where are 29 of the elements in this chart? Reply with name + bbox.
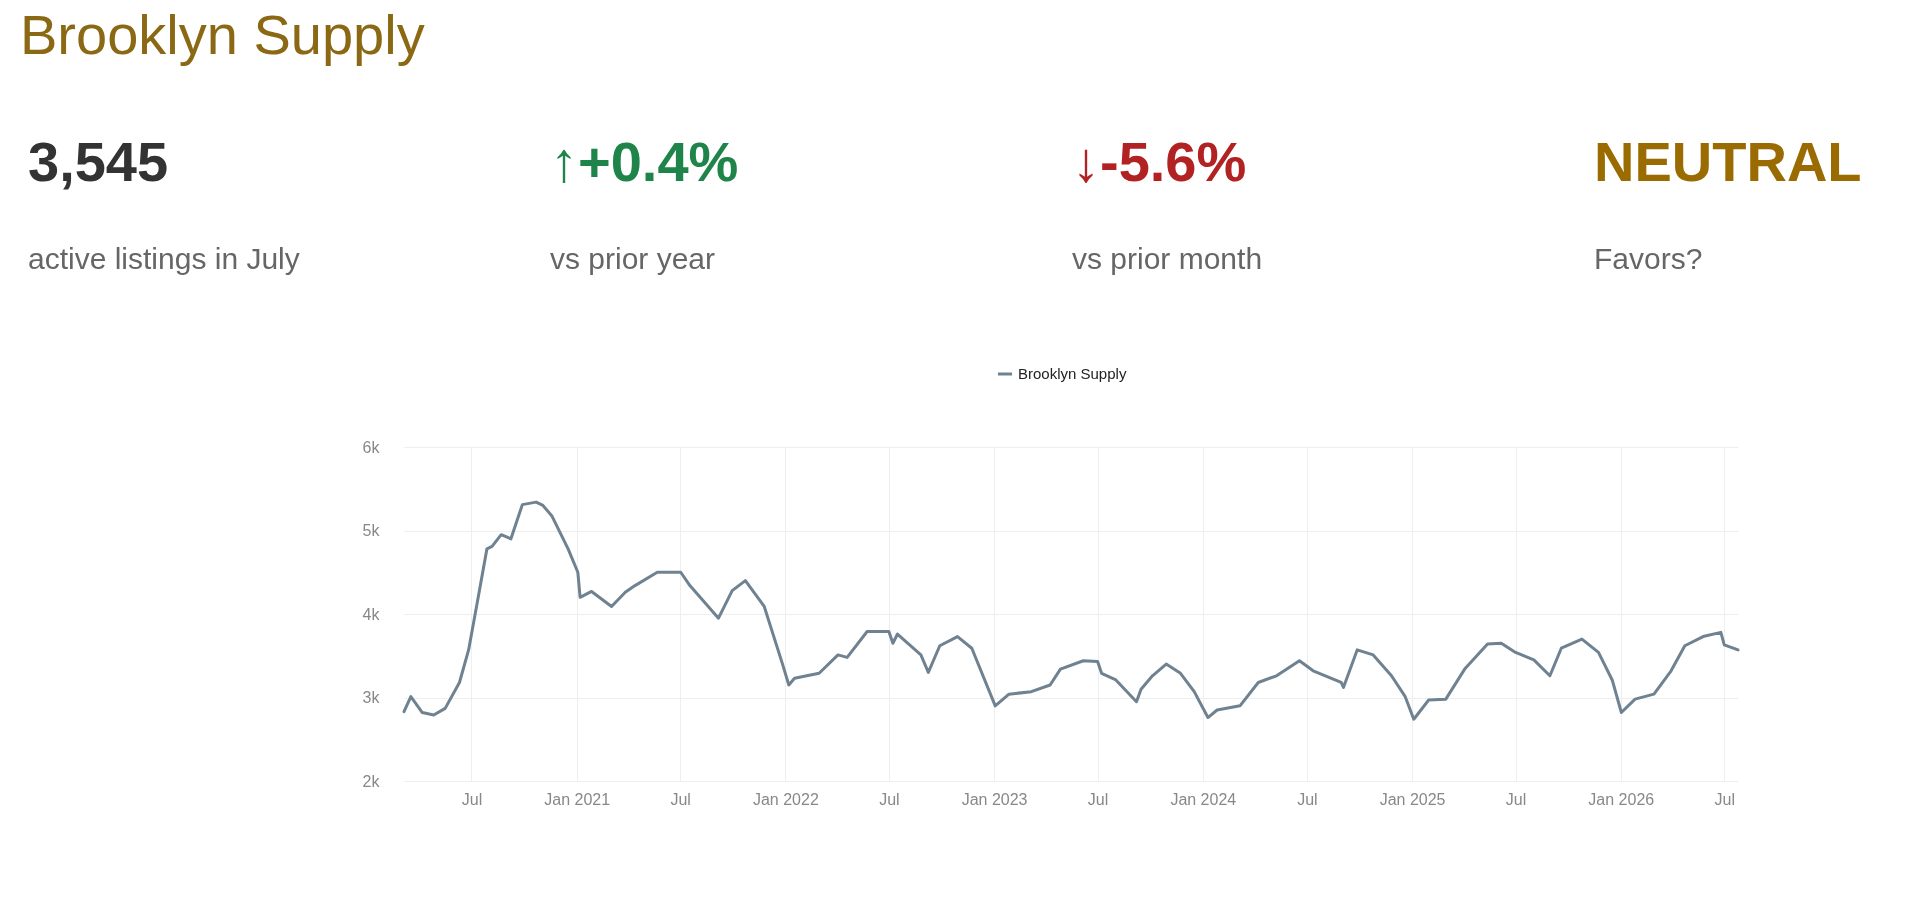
y-tick-label: 2k: [362, 772, 381, 790]
x-tick-label: Jan 2024: [1170, 790, 1237, 808]
x-tick-label: Jul: [1297, 790, 1318, 808]
x-tick-label: Jan 2023: [961, 790, 1028, 808]
x-tick-label: Jul: [670, 790, 691, 808]
x-tick-label: Jul: [1714, 790, 1735, 808]
text: NEUTRAL: [1594, 130, 1862, 193]
text: vs prior year: [550, 242, 716, 275]
x-tick-label: Jan 2021: [544, 790, 611, 808]
text: ↓-5.6%: [1072, 130, 1247, 193]
text: 3,545: [28, 130, 169, 193]
x-tick-label: Jul: [879, 790, 900, 808]
y-tick-label: 5k: [362, 522, 381, 539]
text: active listings in July: [28, 242, 300, 275]
x-tick-label: Jul: [1087, 790, 1109, 808]
line-series: [402, 500, 1740, 721]
x-tick-label: Jul: [1505, 790, 1527, 808]
x-tick-label: Jan 2025: [1379, 790, 1446, 808]
x-tick-label: Jan 2026: [1588, 790, 1655, 808]
y-tick-label: 3k: [362, 689, 381, 706]
text: vs prior month: [1072, 242, 1263, 275]
x-tick-label: Jan 2022: [752, 790, 819, 808]
text: ↑+0.4%: [550, 130, 739, 193]
x-tick-label: Jul: [461, 790, 483, 808]
legend-label: Brooklyn Supply: [1018, 365, 1127, 382]
y-tick-label: 6k: [362, 438, 381, 456]
y-tick-label: 4k: [362, 605, 381, 623]
text: Favors?: [1594, 242, 1703, 275]
chart-title: Brooklyn Supply: [20, 3, 425, 66]
